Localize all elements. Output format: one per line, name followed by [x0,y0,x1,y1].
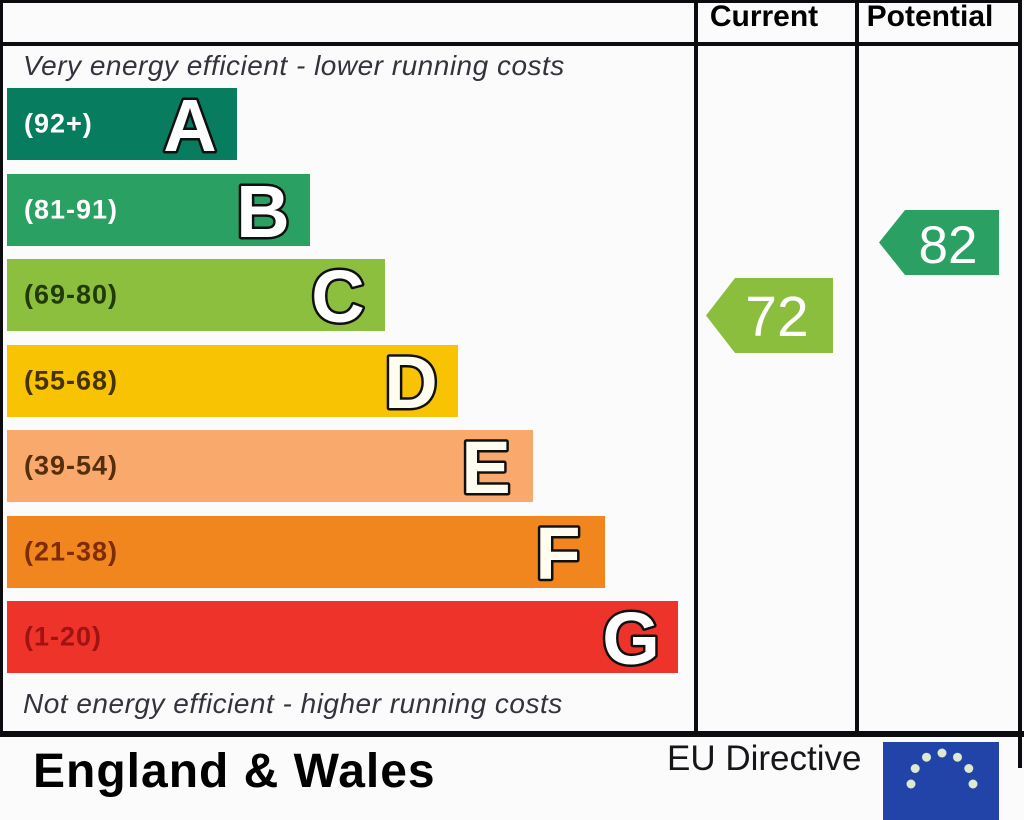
svg-text:82: 82 [919,216,978,275]
svg-text:D: D [384,345,437,417]
svg-text:F: F [535,516,580,588]
svg-text:A: A [163,88,216,160]
svg-text:G: G [602,601,660,673]
svg-text:B: B [236,174,289,246]
svg-text:72: 72 [745,285,808,349]
svg-text:E: E [461,430,510,502]
svg-text:C: C [311,259,364,331]
